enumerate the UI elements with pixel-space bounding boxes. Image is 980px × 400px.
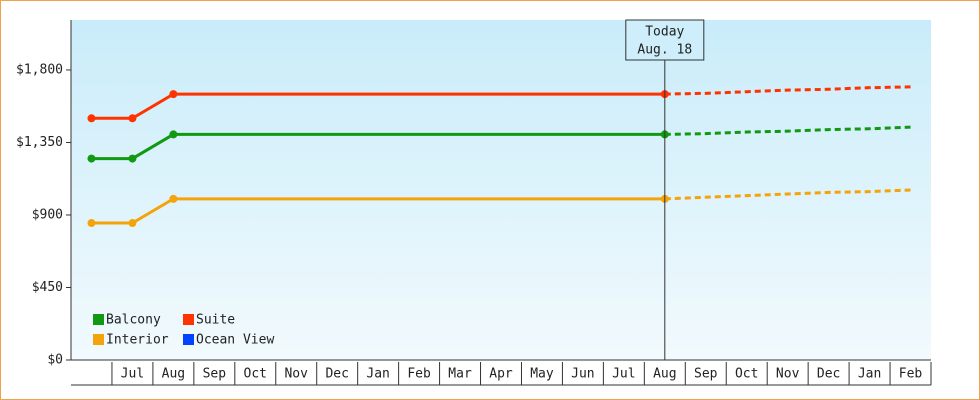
price-point: [169, 130, 178, 139]
x-tick-label: Feb: [407, 367, 431, 382]
x-tick-label: Jan: [858, 367, 881, 382]
legend-swatch: [183, 314, 194, 325]
price-point: [169, 90, 178, 99]
price-point: [128, 219, 137, 228]
x-tick-label: Apr: [489, 367, 513, 382]
y-tick-label: $1,350: [16, 135, 63, 150]
y-tick-label: $900: [32, 207, 63, 222]
price-point: [87, 114, 96, 123]
legend-label: Balcony: [106, 313, 161, 328]
legend-label: Ocean View: [196, 333, 274, 348]
price-point: [128, 114, 137, 123]
forecast-line: [664, 125, 911, 136]
x-tick-label: Sep: [203, 367, 227, 382]
forecast-line: [664, 85, 911, 96]
x-tick-label: Sep: [694, 367, 718, 382]
x-tick-label: Dec: [817, 367, 840, 382]
price-line: [91, 197, 665, 225]
x-tick-label: May: [530, 367, 554, 382]
forecast-line: [664, 188, 911, 201]
price-point: [87, 219, 96, 228]
x-tick-label: Aug: [653, 367, 676, 382]
price-point: [128, 154, 137, 163]
x-tick-label: Nov: [776, 367, 800, 382]
x-tick-label: Aug: [162, 367, 185, 382]
x-tick-label: Oct: [244, 367, 267, 382]
price-point: [169, 194, 178, 203]
y-tick-label: $0: [47, 353, 63, 368]
today-label: Aug. 18: [637, 43, 692, 58]
price-point: [87, 154, 96, 163]
x-tick-label: Mar: [448, 367, 472, 382]
legend-swatch: [183, 334, 194, 345]
today-label: Today: [645, 25, 684, 40]
x-tick-label: Jan: [366, 367, 389, 382]
plot-area: [71, 20, 931, 360]
x-tick-label: Oct: [735, 367, 758, 382]
price-line: [91, 132, 665, 161]
x-tick-label: Nov: [284, 367, 308, 382]
x-tick-label: Feb: [899, 367, 923, 382]
x-tick-label: Jul: [121, 367, 144, 382]
legend-swatch: [93, 334, 104, 345]
legend-label: Suite: [196, 313, 235, 328]
x-tick-label: Dec: [325, 367, 348, 382]
x-tick-label: Jun: [571, 367, 594, 382]
legend-label: Interior: [106, 333, 169, 348]
x-tick-label: Jul: [612, 367, 635, 382]
y-tick-label: $450: [32, 280, 63, 295]
today-box: [625, 19, 705, 61]
legend-swatch: [93, 314, 104, 325]
price-line: [91, 92, 665, 120]
y-tick-label: $1,800: [16, 62, 63, 77]
